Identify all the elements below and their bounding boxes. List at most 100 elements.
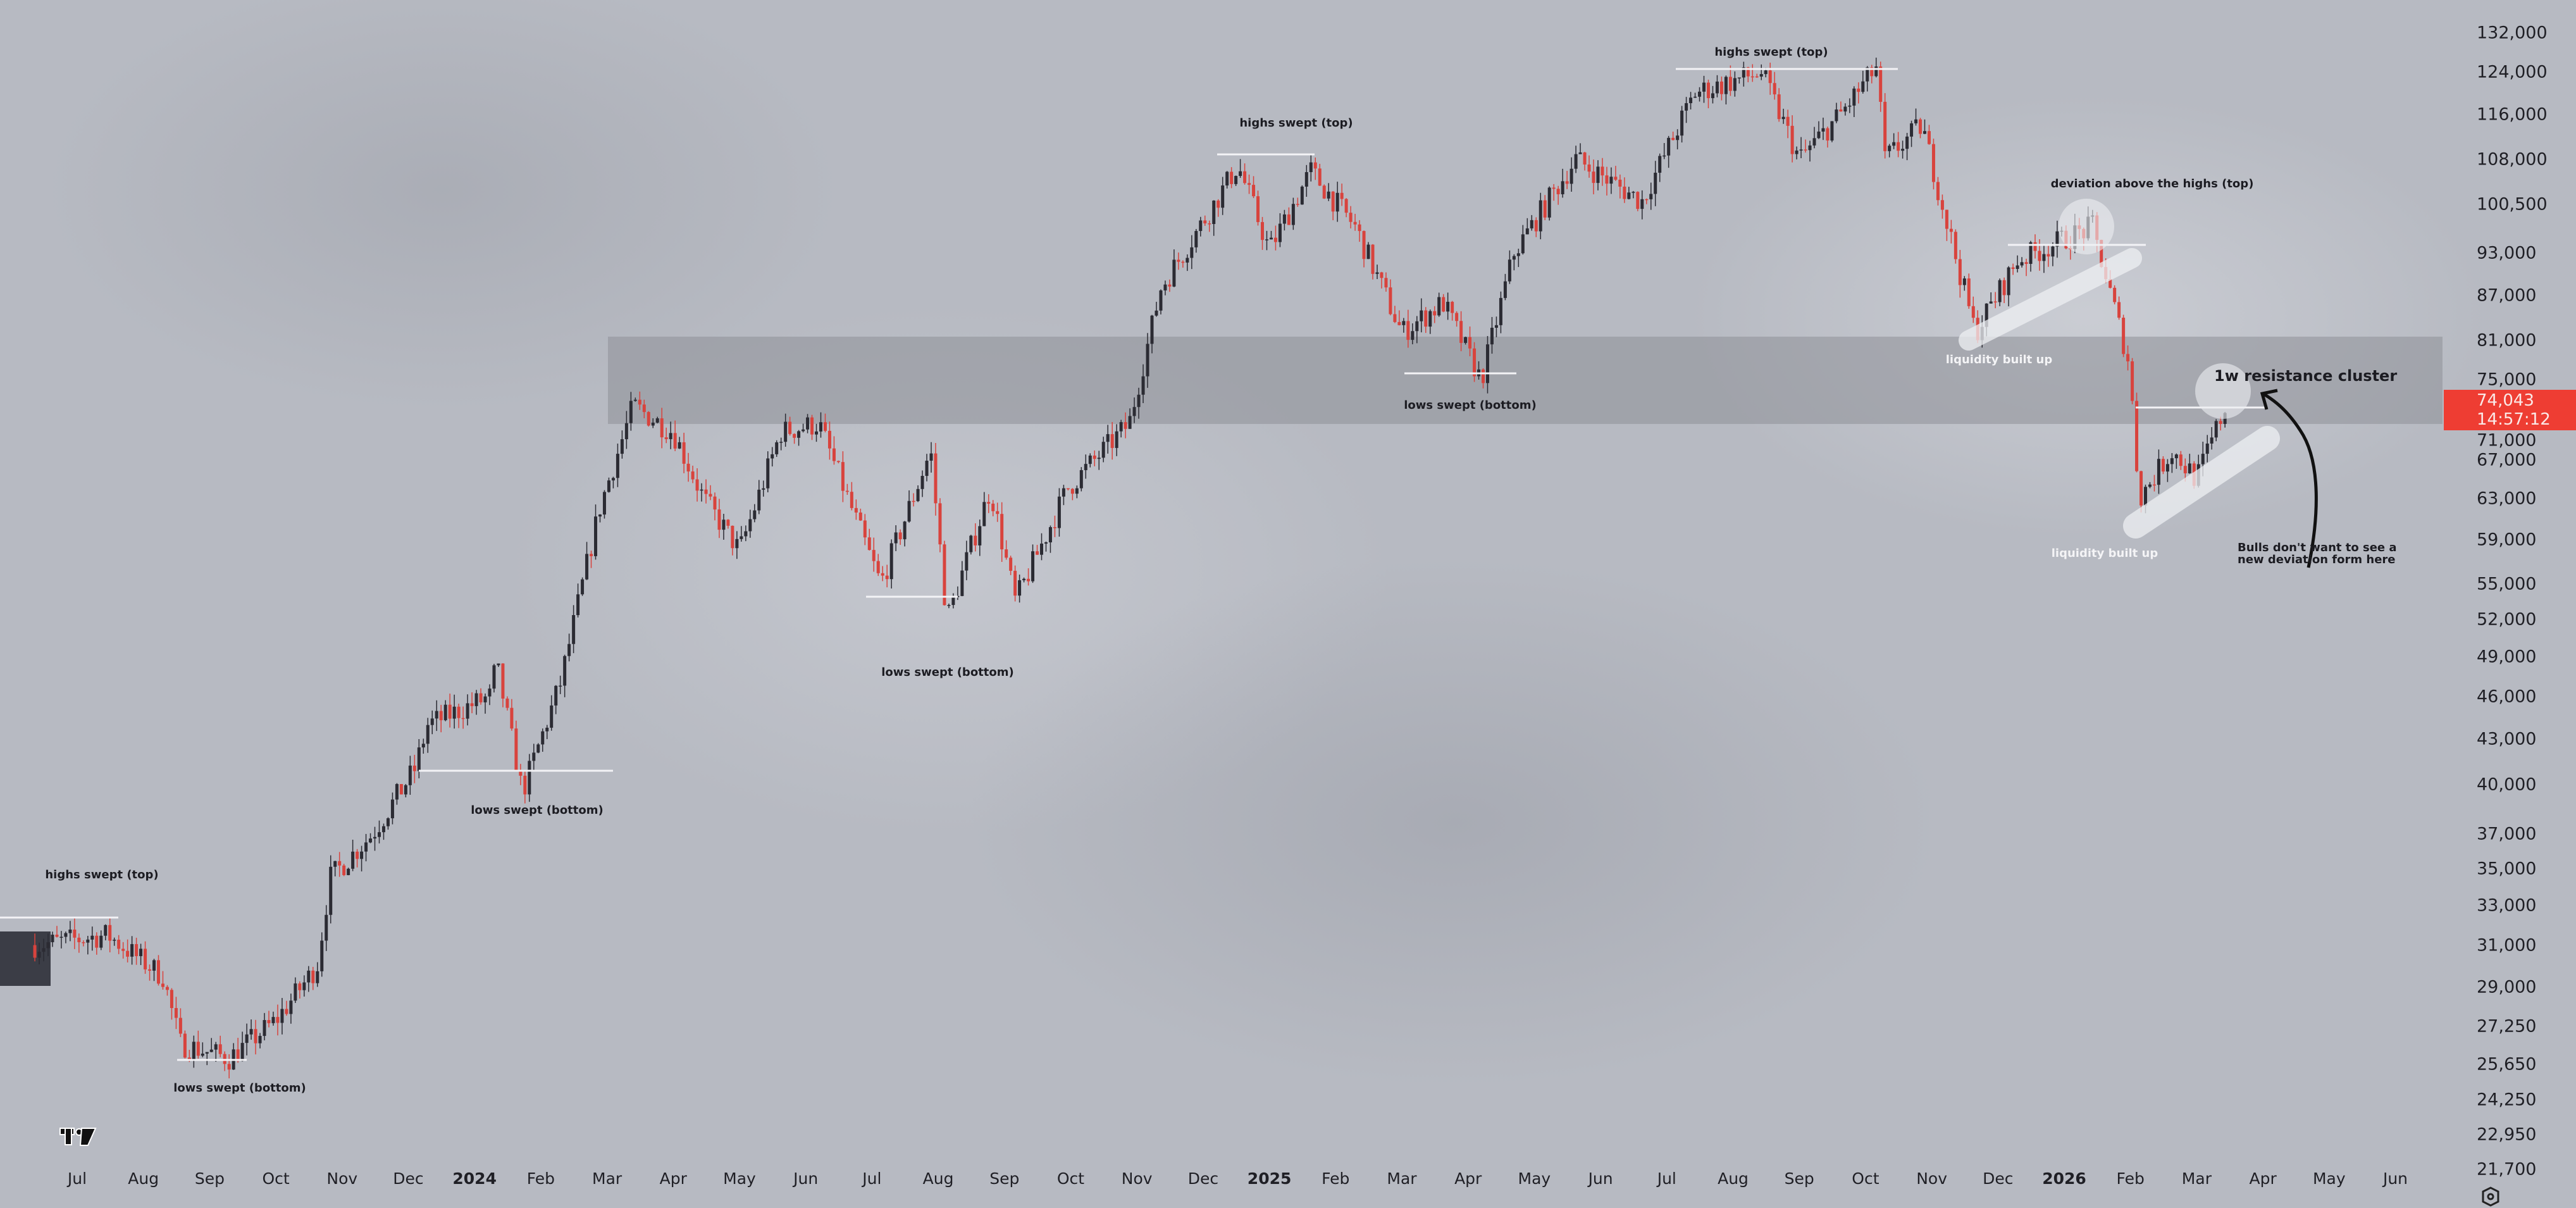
candle-body (1746, 67, 1750, 77)
bulls-note-line-1: Bulls don't want to see a (2238, 541, 2397, 554)
candle-body (209, 1049, 213, 1052)
candle-body (37, 952, 41, 958)
candle-body (1985, 303, 1988, 327)
candle-body (695, 479, 699, 491)
candle-body (201, 1054, 204, 1056)
candle-body (360, 851, 364, 859)
candle-body (664, 437, 668, 439)
candle-body (1764, 70, 1768, 75)
time-tick-label: Sep (1784, 1169, 1814, 1188)
candle-body (1304, 171, 1308, 187)
candle-body (2170, 458, 2174, 464)
candle-body (1627, 192, 1631, 199)
time-tick-label: May (1518, 1169, 1551, 1188)
arrow-head-icon (2260, 389, 2278, 410)
candle-body (479, 693, 483, 702)
candle-body (1327, 191, 1330, 199)
candle-body (1048, 527, 1052, 543)
time-tick-label: Jun (2382, 1169, 2408, 1188)
candle-body (934, 453, 938, 504)
candle-body (1910, 123, 1914, 137)
candle-body (1150, 315, 1154, 344)
candle-body (1826, 128, 1830, 141)
time-tick-label: Dec (393, 1169, 424, 1188)
annotation-lows-swept-2024-aug: lows swept (bottom) (881, 666, 1014, 679)
candle-body (1742, 67, 1745, 78)
candle-body (1451, 301, 1454, 313)
candle-body (2188, 463, 2191, 473)
candle-body (2055, 231, 2059, 247)
candle-body (466, 703, 469, 719)
candle-body (1340, 192, 1344, 199)
candle-body (1186, 258, 1189, 263)
candle-body (1044, 542, 1048, 544)
candle-body (775, 442, 779, 454)
candle-body (1000, 514, 1004, 550)
candle-body (735, 539, 739, 549)
candle-body (1874, 66, 1878, 77)
candle-body (227, 1064, 231, 1070)
candle-body (1331, 191, 1335, 212)
candle-body (1208, 223, 1211, 225)
candle-body (784, 421, 788, 442)
price-tick-label: 35,000 (2477, 859, 2537, 879)
annotation-highs-swept-2025: highs swept (top) (1714, 46, 1828, 59)
deviation-circle-2 (2195, 363, 2251, 419)
candle-body (298, 983, 302, 990)
candle-body (1256, 196, 1260, 222)
candle-body (1596, 166, 1600, 184)
candle-body (2117, 302, 2121, 318)
candle-body (302, 982, 306, 990)
time-tick-label: Mar (2181, 1169, 2212, 1188)
candle-body (148, 969, 152, 971)
candle-body (68, 929, 72, 933)
candle-body (439, 711, 443, 721)
price-tick-label: 59,000 (2477, 530, 2537, 550)
candle-body (2038, 251, 2041, 261)
candle-body (704, 489, 708, 494)
candle-body (2165, 464, 2169, 472)
candle-body (474, 693, 478, 706)
candle-body (117, 939, 121, 949)
candle-body (1203, 220, 1207, 224)
candle-body (1543, 200, 1547, 218)
time-tick-label: Sep (194, 1169, 225, 1188)
candle-body (1252, 185, 1256, 197)
candle-body (1962, 278, 1966, 285)
time-tick-label: Apr (2249, 1169, 2277, 1188)
settings-icon[interactable] (2482, 1186, 2499, 1207)
candle-body (1018, 580, 1022, 596)
candle-body (1728, 77, 1732, 91)
candle-body (841, 462, 845, 491)
candle-body (1614, 177, 1618, 180)
candle-body (633, 399, 637, 401)
candle-body (1442, 297, 1446, 312)
candle-body (316, 971, 319, 983)
candle-body (920, 476, 924, 489)
candle-body (1248, 183, 1251, 185)
candle-body (2131, 361, 2134, 401)
candle-body (505, 698, 509, 708)
candle-body (1795, 150, 1799, 154)
candle-body (395, 784, 399, 800)
candle-body (218, 1044, 222, 1054)
candle-body (1437, 297, 1441, 316)
candle-body (1168, 284, 1172, 287)
candle-body (1265, 239, 1268, 240)
candle-body (412, 765, 416, 771)
candle-body (1380, 272, 1384, 278)
candle-body (1539, 200, 1542, 232)
candle-body (1940, 200, 1944, 210)
time-tick-label: Dec (1983, 1169, 2014, 1188)
candle-body (2219, 421, 2222, 424)
candle-body (1384, 278, 1388, 288)
candle-body (1892, 142, 1896, 146)
candle-body (342, 865, 346, 875)
candle-body (1335, 192, 1339, 212)
candle-body (435, 711, 438, 719)
candle-body (1508, 259, 1511, 282)
candle-body (2016, 265, 2019, 269)
candle-body (113, 939, 116, 941)
time-tick-label: Aug (922, 1169, 954, 1188)
